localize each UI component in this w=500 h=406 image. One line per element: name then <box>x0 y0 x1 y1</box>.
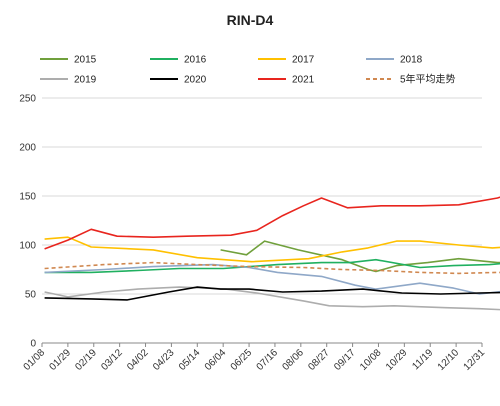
x-tick-label: 09/17 <box>332 347 358 373</box>
series-line-3 <box>44 263 500 295</box>
legend-label: 2018 <box>400 55 423 66</box>
legend-label: 5年平均走势 <box>400 73 456 86</box>
series-line-1 <box>44 258 500 274</box>
series-line-6 <box>44 196 500 250</box>
x-tick-label: 01/08 <box>22 347 48 373</box>
x-tick-label: 10/08 <box>358 347 384 373</box>
x-tick-label: 10/29 <box>384 347 410 373</box>
y-tick-label: 150 <box>19 192 36 203</box>
y-tick-label: 0 <box>30 339 36 350</box>
legend-label: 2017 <box>292 55 315 66</box>
series-line-2 <box>44 236 500 263</box>
series-line-4 <box>44 286 500 311</box>
x-tick-label: 05/14 <box>177 347 203 373</box>
x-tick-label: 06/04 <box>203 347 229 373</box>
legend-label: 2021 <box>292 75 315 86</box>
legend-label: 2019 <box>74 75 97 86</box>
legend: 2015 2016 2017 2018 2019 2020 2021 5年平均走势 <box>40 55 456 86</box>
x-tick-label: 02/19 <box>73 347 99 373</box>
legend-label: 2016 <box>184 55 207 66</box>
series-line-7 <box>44 261 500 275</box>
legend-label: 2015 <box>74 55 97 66</box>
x-tick-label: 01/29 <box>48 347 74 373</box>
x-tick-label: 04/02 <box>125 347 151 373</box>
x-tick-label: 07/16 <box>255 347 281 373</box>
axes: 0 50 100 150 200 250 01/08 01/29 02/19 03/12 04/02… <box>19 94 487 373</box>
chart-title: RIN-D4 <box>226 12 274 28</box>
series-line-5 <box>44 286 500 301</box>
y-tick-label: 200 <box>19 143 36 154</box>
y-tick-label: 100 <box>19 241 36 252</box>
x-tick-label: 08/27 <box>306 347 332 373</box>
series-lines <box>44 196 500 311</box>
x-tick-label: 11/19 <box>410 347 435 372</box>
y-tick-label: 250 <box>19 94 36 105</box>
x-tick-label: 04/23 <box>151 347 177 373</box>
x-tick-label: 08/06 <box>280 347 306 373</box>
y-tick-label: 50 <box>25 290 37 301</box>
x-tick-label: 12/31 <box>462 347 488 373</box>
x-tick-label: 06/25 <box>229 347 255 373</box>
x-tick-label: 03/12 <box>99 347 125 373</box>
legend-label: 2020 <box>184 75 207 86</box>
series-line-0 <box>220 240 500 273</box>
x-tick-label: 12/10 <box>436 347 462 373</box>
